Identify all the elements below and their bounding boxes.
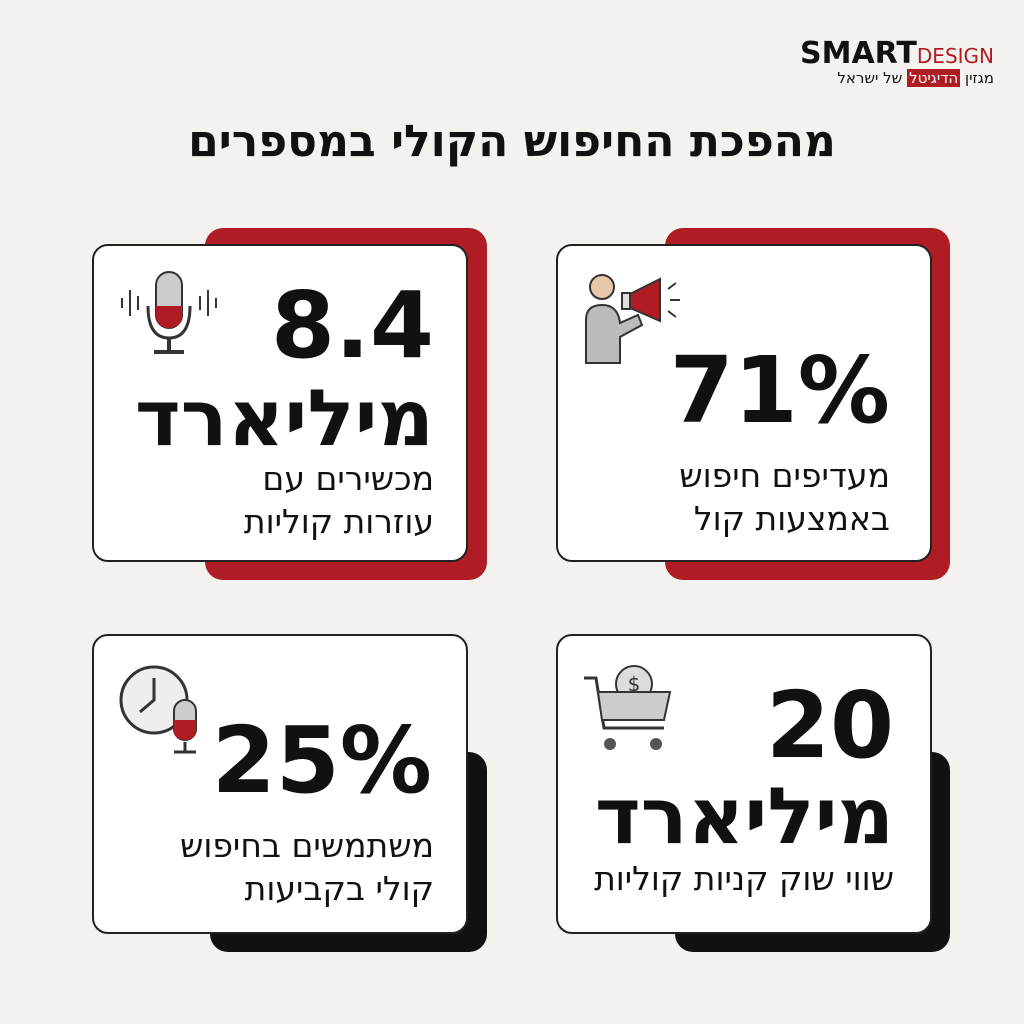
stat-number: 8.4 — [271, 272, 434, 379]
tagline-start: מגזין — [964, 69, 994, 87]
tagline-highlight: הדיגיטל — [907, 69, 961, 87]
tagline: מגזין הדיגיטל של ישראל — [800, 69, 994, 87]
description-line: מעדיפים חיפוש — [679, 456, 890, 495]
description-line: מכשירים עם — [262, 459, 434, 498]
description-line: עוזרות קוליות — [243, 501, 434, 541]
stat-description: מעדיפים חיפוש באמצעות קול — [679, 455, 890, 541]
stat-description: מכשירים עם עוזרות קוליות — [244, 458, 434, 544]
brand-suffix: DESIGN — [916, 44, 994, 68]
card — [92, 244, 468, 562]
svg-text:$: $ — [628, 672, 641, 696]
megaphone-icon — [585, 274, 680, 364]
description-line: קולי בקביעות — [244, 868, 434, 908]
cart-icon: $ — [584, 665, 672, 750]
brand: SMART — [800, 36, 917, 71]
microphone-icon — [121, 271, 217, 354]
stat-description: משתמשים בחיפוש קולי בקביעות — [180, 825, 434, 911]
stat-unit: מיליארד — [594, 772, 894, 862]
description-line: משתמשים בחיפוש — [179, 826, 434, 865]
description-line: שווי שוק קניות קוליות — [594, 859, 894, 898]
title: מהפכת החיפוש הקולי במספרים — [188, 116, 836, 167]
stat-number: 25% — [211, 707, 432, 814]
tagline-end: של ישראל — [837, 69, 903, 87]
stat-number: 20 — [765, 672, 894, 779]
clock-mic-icon — [119, 665, 197, 754]
card — [556, 244, 932, 562]
description-line: באמצעות קול — [693, 498, 890, 538]
stat-description: שווי שוק קניות קוליות — [594, 858, 894, 901]
stat-number: 71% — [669, 337, 890, 444]
stat-unit: מיליארד — [134, 374, 434, 464]
logo: SMARTDESIGN מגזין הדיגיטל של ישראל — [800, 36, 994, 87]
